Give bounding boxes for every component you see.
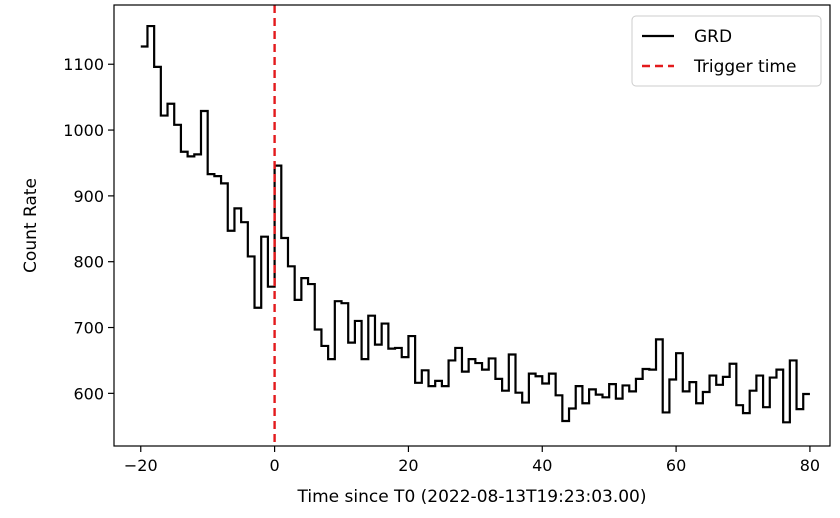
x-tick-label: 60 bbox=[666, 456, 686, 475]
x-tick-label: 20 bbox=[398, 456, 418, 475]
y-axis: 600 700 800 900 1000 1100 bbox=[63, 55, 114, 403]
legend-box bbox=[631, 15, 822, 87]
y-tick-label: 700 bbox=[73, 319, 104, 338]
y-tick-label: 800 bbox=[73, 253, 104, 272]
plot-frame bbox=[113, 4, 831, 447]
y-tick-label: 1100 bbox=[63, 55, 104, 74]
x-axis: −20 0 20 40 60 80 bbox=[124, 446, 820, 475]
series-line-grd bbox=[140, 24, 810, 424]
x-tick-label: 80 bbox=[800, 456, 820, 475]
data-layer bbox=[140, 5, 810, 446]
legend-label-grd: GRD bbox=[694, 27, 732, 47]
x-tick-label: −20 bbox=[124, 456, 158, 475]
y-tick-label: 1000 bbox=[63, 121, 104, 140]
y-tick-label: 900 bbox=[73, 187, 104, 206]
legend: GRD Trigger time bbox=[631, 15, 822, 87]
x-tick-label: 40 bbox=[532, 456, 552, 475]
y-tick-label: 600 bbox=[73, 384, 104, 403]
legend-label-trigger: Trigger time bbox=[693, 57, 796, 77]
y-axis-label: Count Rate bbox=[21, 178, 41, 273]
x-tick-label: 0 bbox=[270, 456, 280, 475]
x-axis-label: Time since T0 (2022-08-13T19:23:03.00) bbox=[296, 487, 646, 507]
